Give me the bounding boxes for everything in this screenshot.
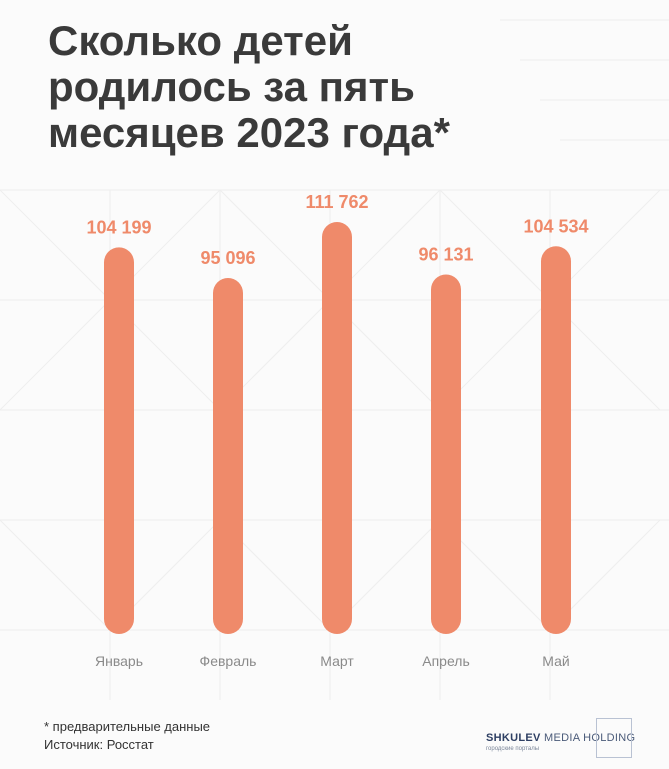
page-title: Сколько детей родилось за пять месяцев 2… <box>48 18 648 156</box>
category-label-5: Май <box>542 653 569 669</box>
category-label-2: Февраль <box>200 653 257 669</box>
footnote-note: * предварительные данные <box>44 719 211 734</box>
title-line-2: родилось за пять <box>48 63 415 110</box>
bar-4 <box>431 274 461 634</box>
bar-5 <box>541 246 571 634</box>
category-label-3: Март <box>320 653 354 669</box>
title-line-1: Сколько детей <box>48 17 353 64</box>
bar-value-label-3: 111 762 <box>305 192 368 212</box>
category-label-1: Январь <box>95 653 143 669</box>
brand-name: SHKULEV MEDIA HOLDING <box>486 732 635 744</box>
brand-name-rest: MEDIA HOLDING <box>540 732 636 744</box>
bar-3 <box>322 222 352 634</box>
bar-value-label-4: 96 131 <box>418 245 473 265</box>
bar-value-label-5: 104 534 <box>523 216 588 236</box>
brand-name-bold: SHKULEV <box>486 732 541 744</box>
brand-subtitle: городские порталы <box>486 746 540 752</box>
brand-frame-icon <box>596 718 632 758</box>
footnote-source: Источник: Росстат <box>44 737 154 752</box>
category-label-4: Апрель <box>422 653 470 669</box>
bar-value-label-2: 95 096 <box>200 248 255 268</box>
bar-2 <box>213 278 243 634</box>
brand-logo: SHKULEV MEDIA HOLDING городские порталы <box>486 718 636 758</box>
bar-1 <box>104 247 134 634</box>
footnote: * предварительные данные Источник: Росст… <box>44 718 210 754</box>
bar-value-label-1: 104 199 <box>86 217 151 237</box>
bar-chart: 104 199 Январь 95 096 Февраль 111 762 Март 96 … <box>86 192 588 669</box>
title-line-3: месяцев 2023 года* <box>48 109 450 156</box>
